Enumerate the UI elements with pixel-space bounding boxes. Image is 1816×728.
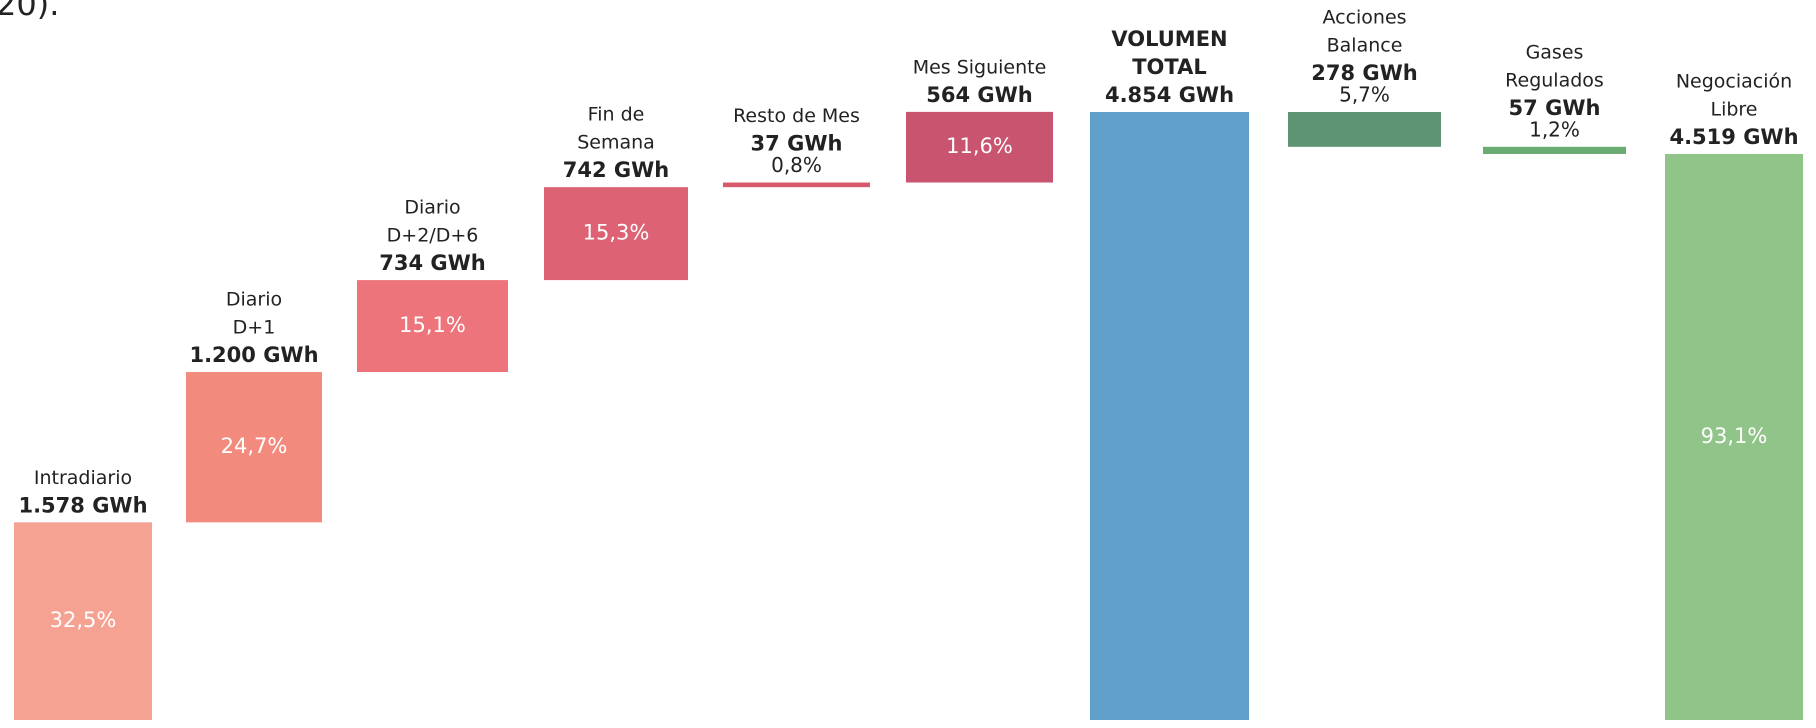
category-label: Mes Siguiente (913, 56, 1047, 78)
value-label: 57 GWh (1509, 96, 1601, 120)
percent-label: 11,6% (946, 134, 1013, 158)
bar (1288, 112, 1441, 147)
percent-label: 32,5% (50, 608, 117, 632)
bar (906, 111, 1053, 183)
cropped-caption: 20). (0, 0, 59, 23)
category-label: Negociación (1676, 70, 1792, 92)
category-label: Resto de Mes (733, 105, 860, 127)
bar (723, 182, 870, 188)
category-label: Acciones (1322, 7, 1406, 29)
percent-label: 0,8% (771, 153, 822, 177)
percent-label: 5,7% (1339, 83, 1390, 107)
percent-label: 24,7% (221, 434, 288, 458)
category-label: Diario (226, 289, 282, 311)
category-label: Gases (1526, 41, 1584, 63)
value-label: 4.854 GWh (1105, 83, 1234, 107)
category-label: Diario (404, 197, 460, 219)
bar (1090, 112, 1249, 720)
bar (14, 522, 152, 720)
bar (1665, 153, 1803, 720)
value-label: 734 GWh (379, 251, 486, 275)
bar (544, 187, 688, 281)
category-label: VOLUMEN (1111, 27, 1227, 51)
category-label: Intradiario (34, 467, 132, 489)
percent-label: 15,1% (399, 313, 466, 337)
category-label: Semana (577, 132, 655, 154)
percent-label: 93,1% (1701, 424, 1768, 448)
category-label: Libre (1710, 98, 1757, 120)
value-label: 742 GWh (563, 158, 670, 182)
value-label: 1.578 GWh (18, 493, 147, 517)
category-label: TOTAL (1132, 55, 1207, 79)
category-label: Fin de (588, 104, 645, 126)
category-label: Balance (1327, 35, 1403, 57)
value-label: 37 GWh (751, 132, 843, 156)
category-label: Regulados (1505, 69, 1604, 91)
category-label: D+1 (233, 317, 276, 339)
bar (1483, 146, 1626, 154)
value-label: 4.519 GWh (1669, 125, 1798, 149)
bar (186, 372, 322, 523)
value-label: 564 GWh (926, 83, 1033, 107)
value-label: 278 GWh (1311, 61, 1418, 85)
value-label: 1.200 GWh (189, 343, 318, 367)
percent-label: 15,3% (583, 221, 650, 245)
bar (357, 280, 508, 373)
percent-label: 1,2% (1529, 117, 1580, 141)
category-label: D+2/D+6 (387, 225, 479, 247)
